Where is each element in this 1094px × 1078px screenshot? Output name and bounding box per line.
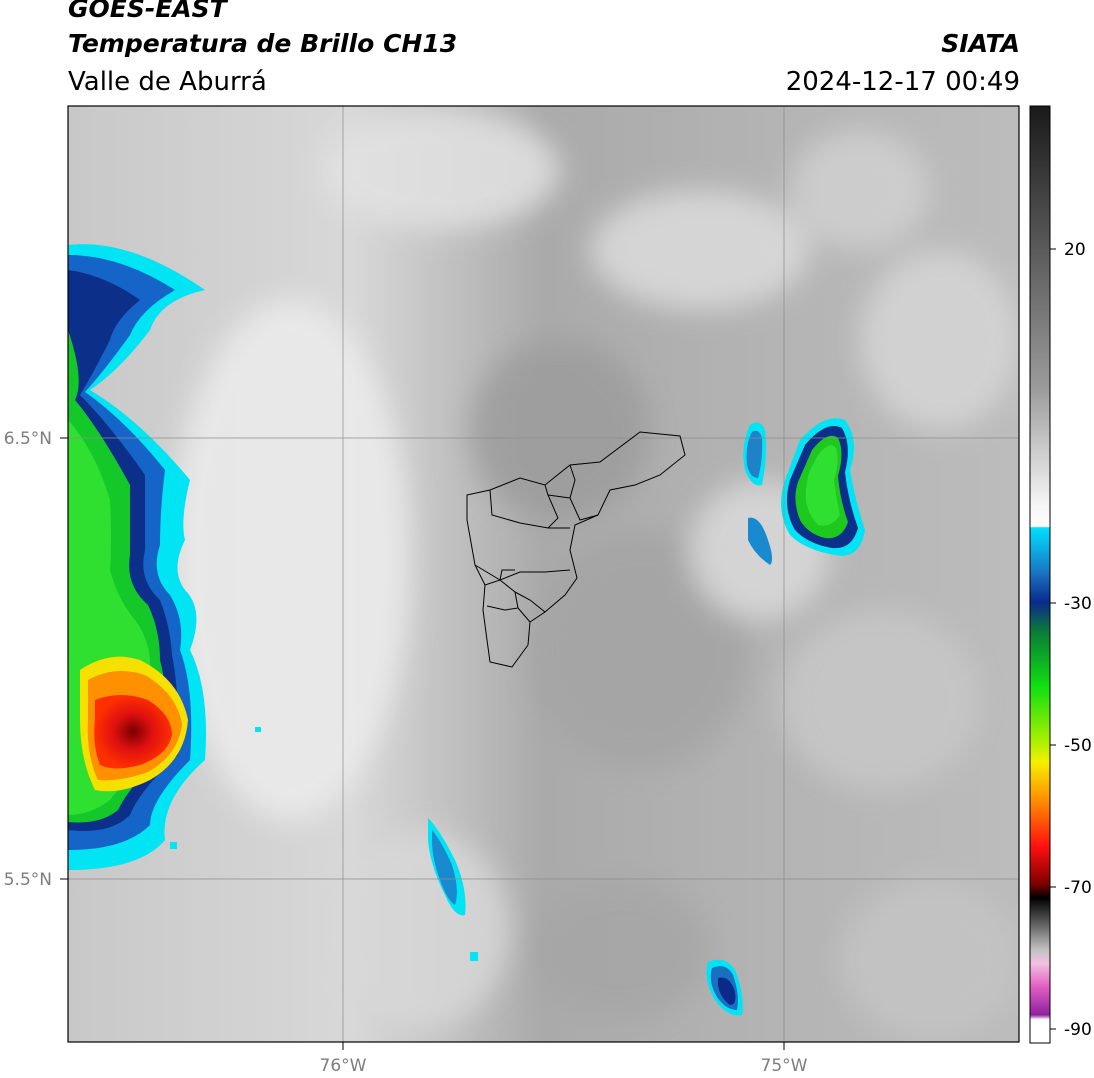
lat-label-6-5: 6.5°N [4,429,52,449]
convective-cloud-east [781,418,865,556]
colorbar-tick-minus50: -50 [1064,736,1092,756]
municipal-boundaries [466,431,686,668]
lon-label-75w: 75°W [761,1056,808,1076]
region-subtitle: Valle de Aburrá [68,67,267,97]
agency-label: SIATA [941,29,1020,58]
convective-cloud-west [68,244,206,870]
satellite-title: GOES-EAST [68,0,227,23]
lat-label-5-5: 5.5°N [4,870,52,890]
colorbar-tick-20: 20 [1064,240,1086,260]
colorbar-tick-minus30: -30 [1064,594,1092,614]
lon-label-76w: 76°W [320,1056,367,1076]
colorbar-tick-minus70: -70 [1064,878,1092,898]
lon-axis: 76°W 75°W [320,1042,808,1076]
product-title: Temperatura de Brillo CH13 [68,29,458,58]
graticule [68,106,1019,1042]
datetime-label: 2024-12-17 00:49 [785,67,1020,97]
lat-axis: 6.5°N 5.5°N [4,429,68,890]
satellite-imagery [68,106,1019,1042]
map-frame [67,105,1020,1043]
colorbar: 20 -30 -50 -70 -90 [1029,105,1092,1044]
colorbar-tick-minus90: -90 [1064,1020,1092,1040]
